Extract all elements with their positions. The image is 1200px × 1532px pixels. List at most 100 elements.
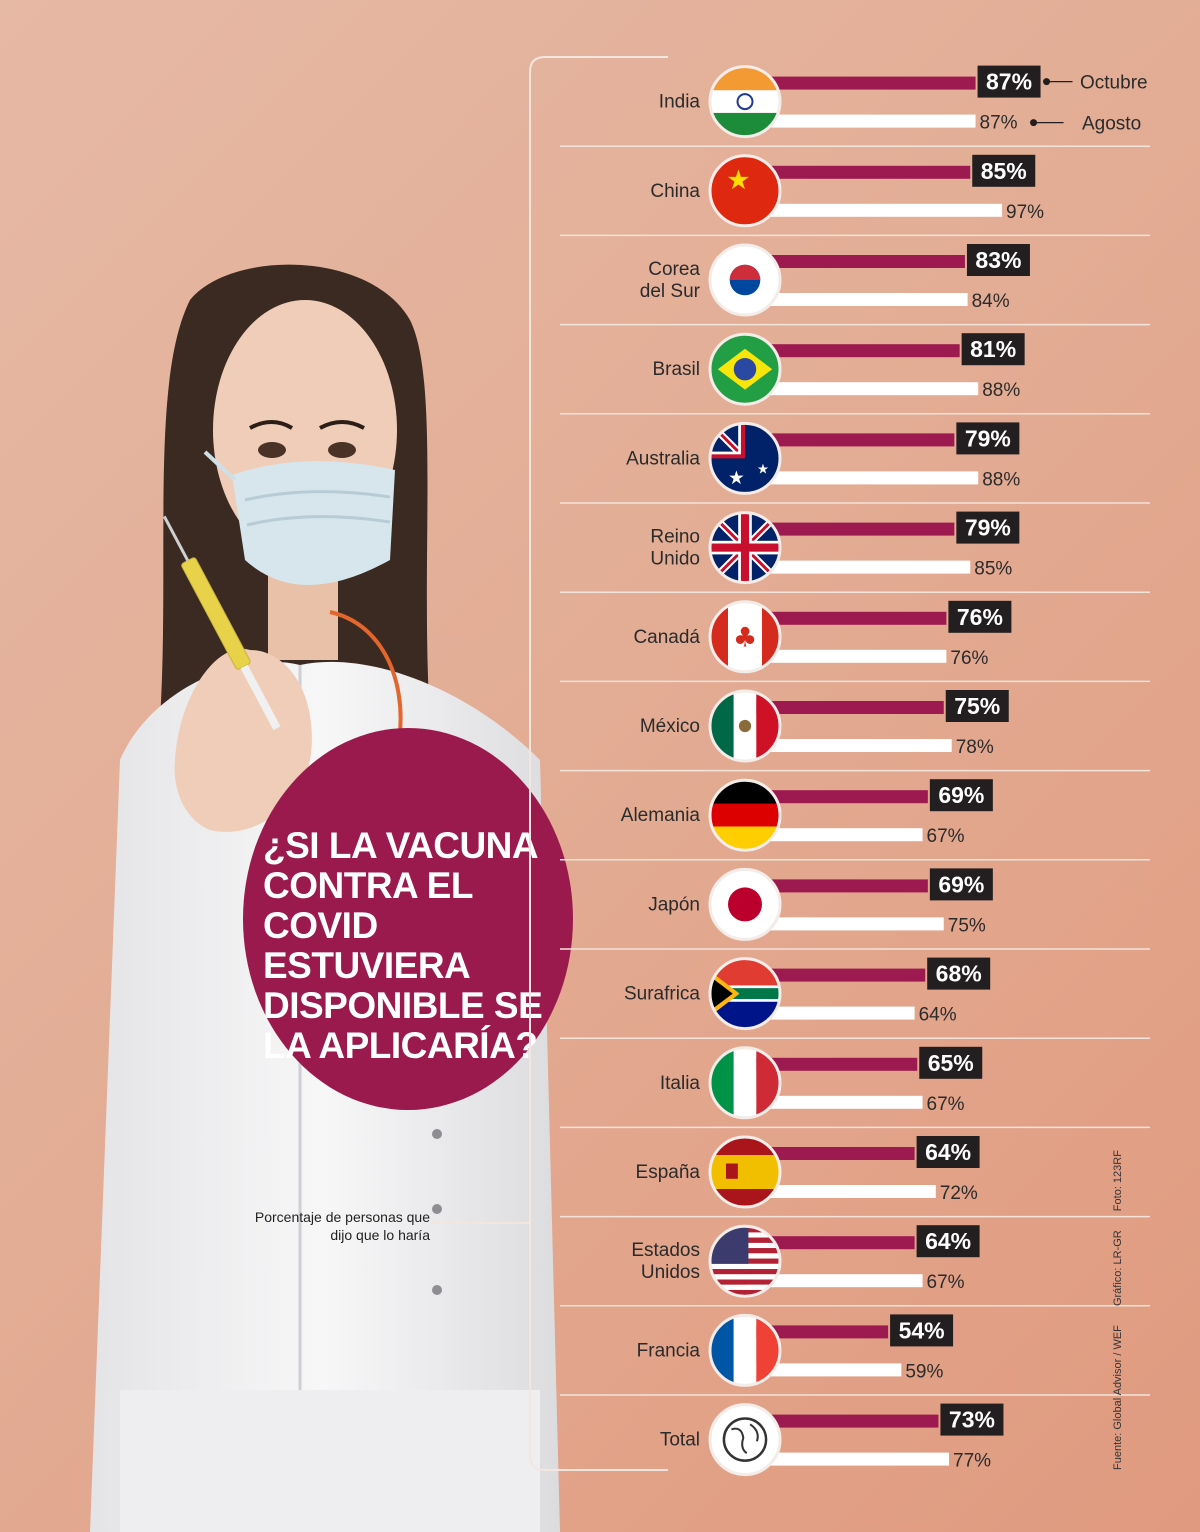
chart-row: Alemania 69% 67% bbox=[560, 769, 1150, 852]
value-label-agosto: 78% bbox=[956, 737, 994, 758]
category-label: España bbox=[636, 1162, 701, 1183]
category-label: Alemania bbox=[621, 805, 701, 826]
category-label: Reino Unido bbox=[650, 527, 700, 570]
bar-agosto bbox=[745, 1006, 915, 1020]
value-label-agosto: 72% bbox=[940, 1183, 978, 1204]
germany-flag-icon bbox=[711, 781, 779, 850]
chart-note: Porcentaje de personas que dijo que lo h… bbox=[254, 1209, 430, 1243]
italy-flag-icon bbox=[711, 1048, 779, 1117]
category-label: Japón bbox=[648, 894, 700, 915]
chart-row: China 85% 97% ★ bbox=[560, 145, 1150, 228]
value-label-octubre: 79% bbox=[965, 515, 1011, 541]
chart-row: Estados Unidos 64% 67% bbox=[560, 1215, 1150, 1298]
graphic-credit: Gráfico: LR-GR bbox=[1112, 1230, 1124, 1307]
category-label: China bbox=[650, 181, 700, 202]
chart-row: Brasil 81% 88% bbox=[560, 323, 1150, 406]
value-label-octubre: 83% bbox=[975, 247, 1021, 273]
south-korea-flag-icon bbox=[711, 246, 779, 314]
value-label-octubre: 81% bbox=[970, 336, 1016, 362]
category-label: India bbox=[659, 92, 701, 113]
value-label-agosto: 67% bbox=[927, 1272, 965, 1293]
question-title: ¿SI LA VACUNA CONTRA EL COVID ESTUVIERA … bbox=[263, 825, 543, 1066]
svg-text:★: ★ bbox=[726, 165, 750, 196]
india-flag-icon bbox=[711, 67, 779, 136]
question-bubble bbox=[243, 728, 573, 1110]
value-label-octubre: 69% bbox=[938, 782, 984, 808]
value-label-octubre: 85% bbox=[981, 158, 1027, 184]
bar-octubre bbox=[745, 522, 955, 536]
chart-row: Reino Unido 79% 85% bbox=[560, 502, 1150, 585]
usa-flag-icon bbox=[711, 1227, 779, 1296]
value-box-octubre bbox=[956, 511, 1020, 544]
bar-agosto bbox=[745, 1363, 902, 1377]
value-box-octubre bbox=[927, 957, 991, 990]
chart-row: Italia 65% 67% bbox=[560, 1037, 1150, 1120]
value-label-agosto: 84% bbox=[972, 291, 1010, 312]
bar-octubre bbox=[745, 1057, 918, 1071]
bar-agosto bbox=[745, 649, 947, 663]
category-label: Surafrica bbox=[624, 984, 700, 1005]
bar-agosto bbox=[745, 917, 944, 931]
value-box-octubre bbox=[956, 422, 1020, 455]
value-box-octubre bbox=[945, 690, 1009, 722]
value-label-octubre: 64% bbox=[925, 1228, 971, 1254]
category-label: Estados Unidos bbox=[631, 1240, 700, 1283]
value-label-octubre: 68% bbox=[936, 961, 982, 987]
value-label-octubre: 73% bbox=[949, 1407, 995, 1433]
value-box-octubre bbox=[977, 65, 1041, 98]
value-label-agosto: 67% bbox=[927, 1094, 965, 1115]
category-label: Canadá bbox=[633, 627, 700, 648]
bar-agosto bbox=[745, 1185, 936, 1198]
value-label-agosto: 88% bbox=[982, 380, 1020, 401]
category-label: Corea del Sur bbox=[640, 259, 701, 302]
chart-row: México 75% 78% bbox=[560, 680, 1150, 763]
bar-octubre bbox=[745, 76, 976, 90]
value-label-agosto: 88% bbox=[982, 469, 1020, 490]
bar-agosto bbox=[745, 471, 979, 485]
chart-row: Francia 54% 59% bbox=[560, 1305, 1150, 1387]
chart-row: España 64% 72% bbox=[560, 1126, 1150, 1209]
uk-flag-icon bbox=[711, 513, 779, 582]
chart-row: Total 73% 77% bbox=[560, 1394, 1150, 1477]
value-box-octubre bbox=[929, 868, 993, 901]
value-label-agosto: 75% bbox=[948, 915, 986, 936]
mexico-flag-icon bbox=[711, 692, 779, 760]
bar-octubre bbox=[745, 1236, 915, 1250]
bar-agosto bbox=[745, 293, 968, 306]
value-box-octubre bbox=[916, 1136, 980, 1168]
bar-octubre bbox=[745, 968, 926, 982]
value-box-octubre bbox=[948, 600, 1012, 633]
svg-text:★: ★ bbox=[728, 468, 745, 489]
bar-octubre bbox=[745, 879, 928, 893]
chart-row: Surafrica 68% 64% bbox=[560, 948, 1150, 1031]
bar-agosto bbox=[745, 560, 971, 574]
bar-octubre bbox=[745, 1325, 889, 1339]
value-label-octubre: 54% bbox=[899, 1317, 945, 1343]
value-box-octubre bbox=[929, 779, 993, 812]
category-label: Australia bbox=[626, 448, 700, 469]
category-label: Brasil bbox=[652, 359, 700, 380]
bar-octubre bbox=[745, 344, 960, 358]
value-label-octubre: 64% bbox=[925, 1139, 971, 1165]
chart-row: Canadá 76% 76% ♣ bbox=[560, 591, 1150, 674]
bar-octubre bbox=[745, 701, 944, 714]
value-box-octubre bbox=[890, 1314, 954, 1347]
legend-agosto: Agosto bbox=[1082, 114, 1141, 135]
value-box-octubre bbox=[940, 1403, 1004, 1436]
value-box-octubre bbox=[961, 333, 1025, 366]
value-label-agosto: 97% bbox=[1006, 202, 1044, 223]
chart-row: Japón 69% 75% bbox=[560, 859, 1150, 941]
category-label: Francia bbox=[637, 1340, 701, 1361]
bar-agosto bbox=[745, 1452, 950, 1466]
category-label: Total bbox=[660, 1430, 700, 1451]
chart-row: Corea del Sur 83% 84% bbox=[560, 234, 1150, 317]
legend-octubre: Octubre bbox=[1080, 73, 1148, 94]
bar-octubre bbox=[745, 165, 971, 179]
value-box-octubre bbox=[919, 1046, 983, 1079]
value-box-octubre bbox=[972, 154, 1036, 187]
bar-agosto bbox=[745, 114, 976, 128]
globe-icon bbox=[711, 1405, 779, 1474]
source-credits: Fuente: Global Advisor / WEF Gráfico: LR… bbox=[1112, 1134, 1124, 1470]
category-label: México bbox=[640, 716, 700, 737]
